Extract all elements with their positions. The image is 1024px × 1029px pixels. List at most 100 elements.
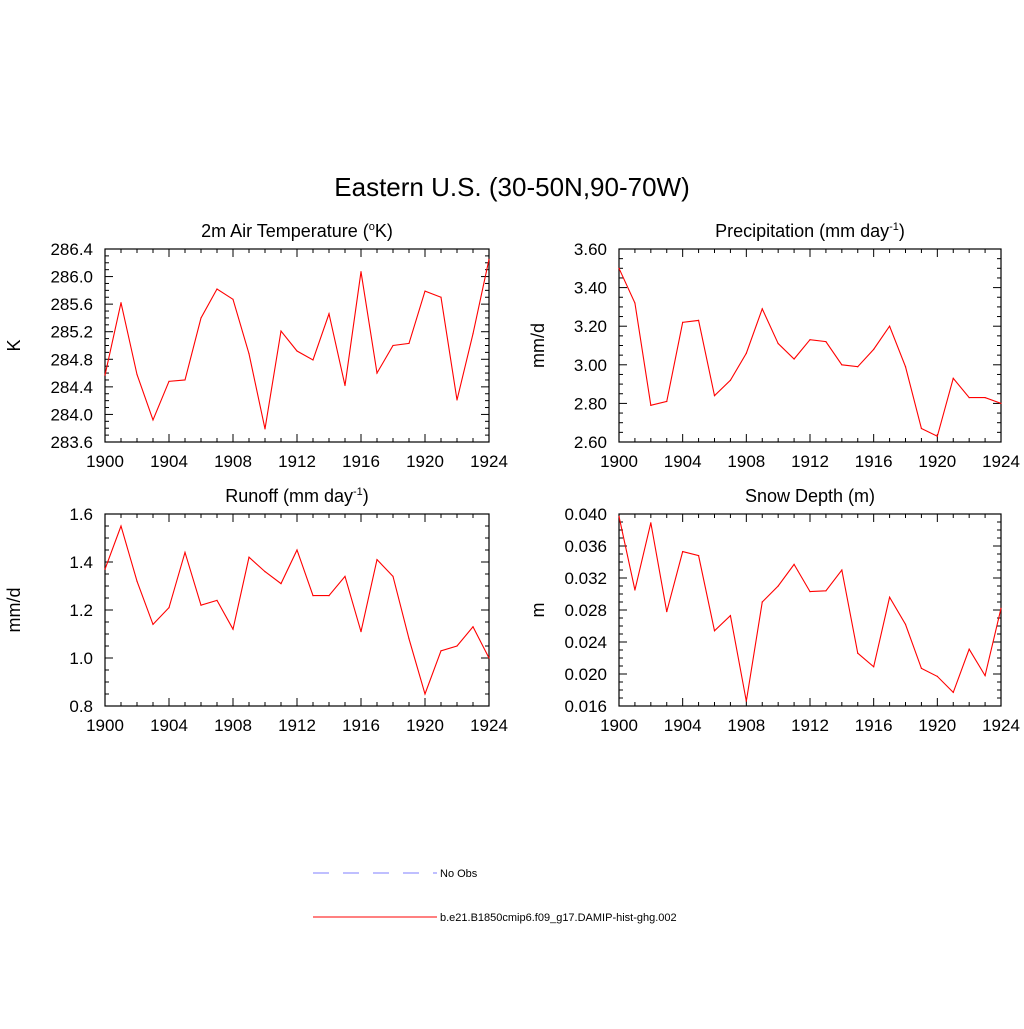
data-point bbox=[280, 330, 282, 332]
data-point bbox=[440, 650, 442, 652]
panel-title-main: Precipitation (mm day bbox=[715, 221, 889, 241]
x-tick-label: 1904 bbox=[664, 716, 702, 735]
data-point bbox=[264, 571, 266, 573]
x-tick-label: 1904 bbox=[150, 716, 188, 735]
y-tick-label: 0.032 bbox=[564, 569, 607, 588]
x-tick-label: 1912 bbox=[791, 452, 829, 471]
data-point bbox=[713, 630, 716, 632]
y-axis-label: m bbox=[528, 603, 548, 618]
legend: No Obs b.e21.B1850cmip6.f09_g17.DAMIP-hi… bbox=[313, 868, 677, 924]
data-point bbox=[392, 575, 394, 578]
x-tick-label: 1924 bbox=[470, 716, 508, 735]
y-tick-label: 286.0 bbox=[50, 268, 93, 287]
x-tick-label: 1904 bbox=[150, 452, 188, 471]
data-point bbox=[841, 569, 843, 571]
panel-title-superscript: o bbox=[369, 221, 375, 233]
data-point bbox=[392, 344, 394, 347]
data-point bbox=[168, 607, 170, 609]
y-tick-label: 1.2 bbox=[69, 601, 93, 620]
y-axis-label: mm/d bbox=[4, 588, 24, 633]
data-point bbox=[472, 626, 474, 628]
x-tick-label: 1924 bbox=[982, 452, 1020, 471]
panel-title: Snow Depth (m) bbox=[745, 486, 875, 506]
data-point bbox=[472, 333, 474, 335]
data-point bbox=[216, 288, 218, 290]
chart-panel-2: 1900 1904 1908 1912 1916 1920 1924 0.8 1.0 1.2 1.4… bbox=[4, 486, 508, 735]
x-tick-label: 1908 bbox=[214, 452, 252, 471]
data-point bbox=[248, 353, 250, 355]
data-point bbox=[777, 342, 779, 345]
chart-panel-0: 1900 1904 1908 1912 1916 1920 1924 283.6 284.0 28… bbox=[4, 221, 508, 471]
data-point bbox=[296, 350, 298, 352]
y-tick-label: 0.016 bbox=[564, 697, 607, 716]
data-point bbox=[232, 298, 234, 300]
y-tick-label: 2.60 bbox=[574, 433, 607, 452]
series-line-0 bbox=[104, 524, 490, 696]
x-tick-label: 1924 bbox=[982, 716, 1020, 735]
data-point bbox=[264, 428, 266, 430]
panel-title: Runoff (mm day-1) bbox=[225, 486, 369, 506]
data-point bbox=[777, 585, 779, 587]
panel-title-tail: ) bbox=[899, 221, 905, 241]
data-point bbox=[873, 348, 875, 350]
data-point bbox=[136, 580, 138, 582]
panel-title-main: Runoff (mm day bbox=[225, 486, 353, 506]
data-point bbox=[136, 373, 138, 376]
data-point bbox=[200, 317, 202, 319]
y-tick-label: 1.4 bbox=[69, 553, 93, 572]
panel-title-superscript: -1 bbox=[353, 486, 363, 498]
data-point bbox=[920, 667, 923, 670]
x-tick-label: 1904 bbox=[664, 452, 702, 471]
panel-title: Precipitation (mm day-1) bbox=[715, 221, 905, 241]
figure-title: Eastern U.S. (30-50N,90-70W) bbox=[334, 172, 689, 202]
x-tick-label: 1916 bbox=[855, 716, 893, 735]
data-point bbox=[1000, 607, 1002, 610]
data-point bbox=[634, 589, 636, 591]
data-point bbox=[634, 302, 636, 304]
data-point bbox=[697, 319, 700, 322]
data-point bbox=[650, 404, 652, 406]
data-point bbox=[152, 623, 154, 626]
data-point bbox=[296, 549, 298, 551]
panel-title-tail: K) bbox=[375, 221, 393, 241]
data-point bbox=[857, 366, 859, 368]
y-tick-label: 0.8 bbox=[69, 697, 93, 716]
x-tick-label: 1900 bbox=[600, 716, 638, 735]
data-point bbox=[360, 271, 362, 273]
x-tick-label: 1916 bbox=[342, 716, 380, 735]
y-tick-label: 1.6 bbox=[69, 505, 93, 524]
data-point bbox=[424, 693, 426, 695]
data-point bbox=[408, 342, 410, 345]
x-tick-label: 1900 bbox=[86, 716, 124, 735]
data-point bbox=[312, 359, 314, 361]
y-tick-label: 283.6 bbox=[50, 433, 93, 452]
panel-title-main: 2m Air Temperature ( bbox=[201, 221, 369, 241]
data-point bbox=[280, 583, 282, 585]
data-point bbox=[952, 377, 954, 379]
x-tick-label: 1924 bbox=[470, 452, 508, 471]
data-point bbox=[184, 551, 186, 554]
data-point bbox=[888, 325, 891, 327]
data-point bbox=[488, 657, 490, 659]
x-tick-label: 1900 bbox=[600, 452, 638, 471]
data-point bbox=[904, 366, 907, 368]
data-point bbox=[216, 599, 218, 602]
data-point bbox=[904, 623, 907, 626]
x-tick-label: 1912 bbox=[791, 716, 829, 735]
data-point bbox=[618, 267, 620, 269]
legend-run-label: b.e21.B1850cmip6.f09_g17.DAMIP-hist-ghg.… bbox=[440, 912, 677, 924]
panel-title-main: Snow Depth (m) bbox=[745, 486, 875, 506]
data-point bbox=[984, 675, 986, 677]
data-point bbox=[328, 595, 330, 597]
data-point bbox=[936, 675, 938, 678]
data-point bbox=[920, 427, 923, 430]
data-point bbox=[857, 652, 859, 654]
data-point bbox=[650, 522, 652, 524]
chart-panel-1: 1900 1904 1908 1912 1916 1920 1924 2.60 2.80 3.00… bbox=[528, 221, 1020, 471]
data-point bbox=[729, 615, 732, 617]
y-axis-label: K bbox=[4, 339, 24, 351]
legend-no-obs-label: No Obs bbox=[440, 868, 478, 880]
data-point bbox=[825, 341, 827, 343]
data-point bbox=[968, 648, 970, 650]
data-point bbox=[682, 551, 684, 553]
